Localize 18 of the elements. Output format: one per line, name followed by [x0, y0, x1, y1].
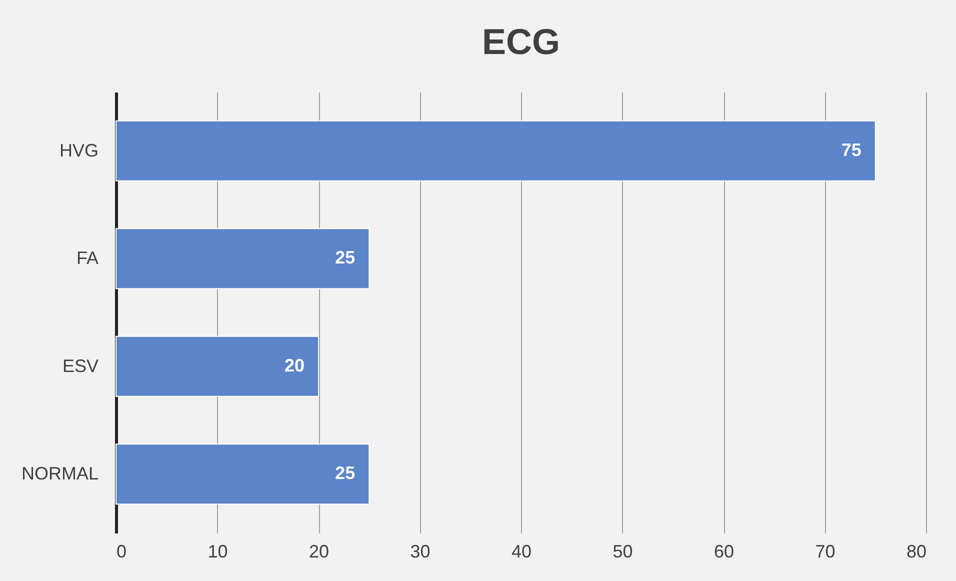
- y-tick-label: FA: [76, 248, 98, 268]
- x-tick-label: 40: [511, 542, 532, 562]
- x-tick-label: 50: [612, 542, 633, 562]
- data-label: 20: [284, 355, 304, 376]
- data-label: 25: [335, 463, 356, 484]
- data-label: 75: [841, 140, 862, 160]
- y-tick-label: HVG: [59, 140, 98, 160]
- chart-title: ECG: [482, 21, 560, 62]
- x-tick-label: 80: [906, 542, 926, 562]
- x-tick-label: 70: [815, 542, 836, 562]
- data-label: 25: [335, 248, 356, 268]
- y-tick-label: NORMAL: [21, 464, 98, 484]
- x-tick-label: 0: [116, 542, 127, 562]
- x-tick-label: 60: [714, 542, 734, 562]
- x-tick-label: 20: [308, 542, 330, 562]
- x-tick-label: 10: [208, 542, 228, 562]
- y-tick-label: ESV: [62, 356, 98, 376]
- x-tick-label: 30: [410, 542, 430, 562]
